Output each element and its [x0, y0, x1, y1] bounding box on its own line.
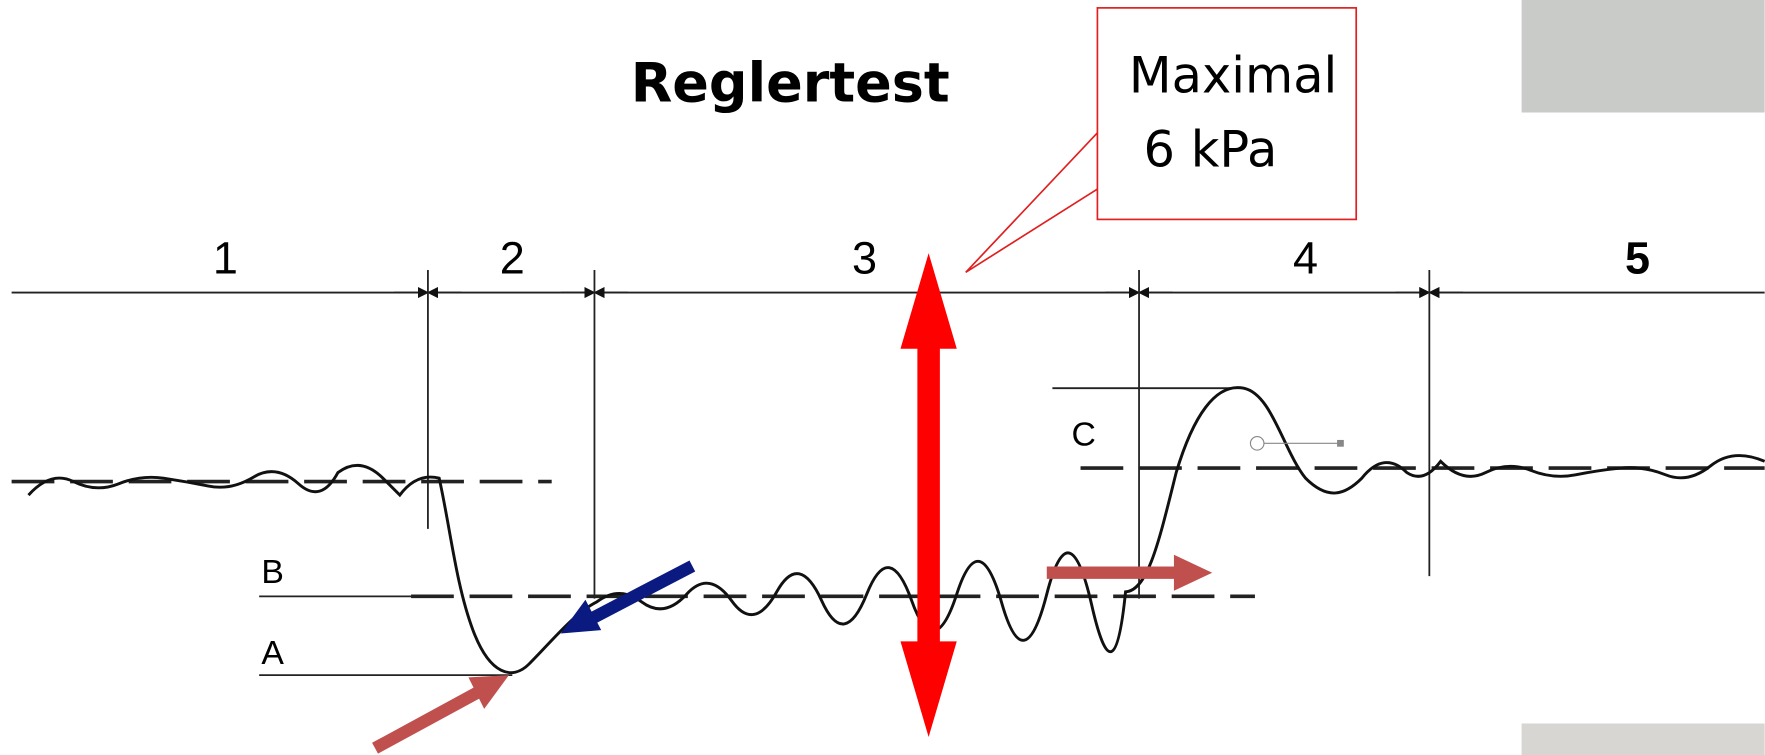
phase-label: 1 — [213, 232, 238, 283]
callout-text: 6 kPa — [1144, 121, 1278, 179]
phase-axis — [12, 270, 1765, 599]
phase-label: 5 — [1625, 232, 1650, 283]
page: {"title": "Reglertest", "callout": {"lin… — [0, 0, 1765, 755]
callout-text: Maximal — [1129, 46, 1337, 104]
pressure-curve — [28, 388, 1764, 673]
double-arrow — [901, 253, 957, 737]
arrow — [375, 675, 509, 748]
title: Reglertest — [631, 51, 950, 114]
arrow — [1047, 555, 1212, 591]
phase-label: 4 — [1293, 232, 1318, 283]
slide: Reglertest Maximal 6 kPa 1 2 3 4 5 B A — [0, 0, 1765, 755]
photo — [1522, 0, 1765, 113]
level-label: C — [1072, 416, 1096, 454]
level-lines — [12, 388, 1765, 675]
phase-label: 3 — [852, 232, 877, 283]
arrow — [561, 566, 693, 634]
level-label: A — [261, 634, 284, 672]
handle-icon — [1250, 437, 1343, 451]
photo — [1522, 723, 1765, 755]
phase-label: 2 — [500, 232, 525, 283]
level-label: B — [261, 553, 284, 591]
